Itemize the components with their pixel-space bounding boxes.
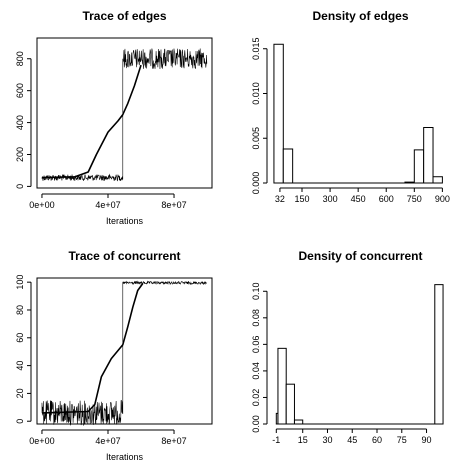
y-tick-label: 200	[15, 147, 25, 162]
x-tick-label: 4e+07	[95, 200, 120, 210]
x-tick-label: 900	[435, 194, 450, 204]
y-tick-label: 0.02	[251, 389, 261, 407]
y-tick-label: 100	[15, 275, 25, 290]
running-mean-line	[41, 64, 142, 179]
x-tick-label: 8e+07	[161, 436, 186, 446]
x-tick-label: 450	[351, 194, 366, 204]
y-tick-label: 0.04	[251, 362, 261, 380]
x-tick-label: 60	[372, 435, 382, 445]
x-tick-label: -1	[272, 435, 280, 445]
histogram-bar	[273, 43, 284, 184]
x-tick-label: 90	[422, 435, 432, 445]
histogram-bar	[434, 284, 444, 425]
y-tick-label: 0.08	[251, 309, 261, 327]
x-tick-label: 75	[397, 435, 407, 445]
y-tick-label: 0.000	[251, 172, 261, 195]
x-tick-label: 150	[294, 194, 309, 204]
plot-frame	[36, 37, 213, 189]
x-tick-label: 600	[379, 194, 394, 204]
y-tick-label: 800	[15, 51, 25, 66]
histogram-bar	[285, 383, 295, 425]
y-tick-label: 400	[15, 115, 25, 130]
trace-series	[41, 280, 208, 427]
x-tick-label: 32	[275, 194, 285, 204]
y-tick-label: 0.005	[251, 127, 261, 150]
y-tick-label: 0	[15, 419, 25, 424]
histogram-bar	[413, 149, 425, 184]
chart-title: Density of concurrent	[298, 249, 422, 263]
panel-3: Trace of concurrent Iterations 0e+00 4e+07 8…	[15, 249, 213, 462]
x-tick-label: 15	[298, 435, 308, 445]
y-tick-label: 20	[15, 388, 25, 398]
x-tick-label: 0e+00	[29, 200, 54, 210]
histogram-bar	[432, 176, 443, 184]
panel-4: Density of concurrent -1 15 30 45 60 75 90 0.00 0…	[251, 249, 444, 445]
y-tick-label: 0.06	[251, 336, 261, 354]
y-tick-label: 0	[15, 184, 25, 189]
x-tick-label: 300	[323, 194, 338, 204]
x-tick-label: 30	[322, 435, 332, 445]
x-tick-label: 750	[407, 194, 422, 204]
y-tick-label: 0.015	[251, 37, 261, 60]
y-tick-label: 0.10	[251, 283, 261, 301]
histogram-bar	[277, 347, 287, 425]
y-tick-label: 0.010	[251, 82, 261, 105]
trace-series	[41, 48, 208, 182]
chart-title: Trace of concurrent	[68, 249, 180, 263]
y-tick-label: 0.00	[251, 415, 261, 433]
x-axis-label: Iterations	[106, 216, 144, 226]
histogram-bar	[293, 419, 304, 425]
y-tick-label: 60	[15, 333, 25, 343]
x-tick-label: 8e+07	[161, 200, 186, 210]
x-tick-label: 4e+07	[95, 436, 120, 446]
plot-frame	[36, 277, 213, 425]
y-tick-label: 80	[15, 305, 25, 315]
panel-1: Trace of edges Iterations 0e+00 4e+07 8e+07 0…	[15, 9, 213, 226]
panel-2: Density of edges 32 150 300 450 600 750 900 0.00…	[251, 9, 450, 204]
histogram-bar	[282, 148, 294, 184]
chart-title: Trace of edges	[82, 9, 166, 23]
running-mean-line	[41, 283, 144, 414]
y-tick-label: 40	[15, 361, 25, 371]
histogram-bar	[423, 127, 434, 184]
x-tick-label: 45	[347, 435, 357, 445]
y-tick-label: 600	[15, 83, 25, 98]
x-tick-label: 0e+00	[29, 436, 54, 446]
x-axis-label: Iterations	[106, 452, 144, 462]
chart-title: Density of edges	[312, 9, 408, 23]
